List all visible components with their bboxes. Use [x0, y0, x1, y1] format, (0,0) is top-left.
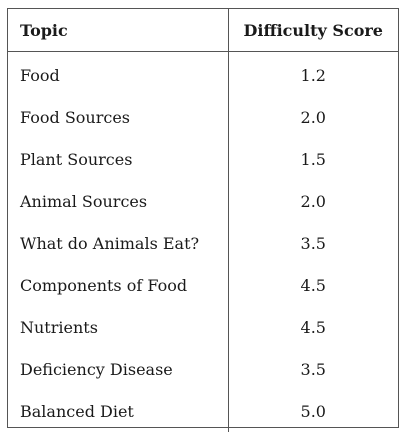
table-header-row: Topic Difficulty Score [8, 9, 398, 52]
topic-cell: Deficiency Disease [20, 359, 173, 379]
score-cell: 2.0 [227, 180, 398, 223]
score-cell: 5.0 [227, 390, 398, 433]
topic-cell: Food Sources [20, 108, 131, 128]
difficulty-table-frame: Topic Difficulty Score Food 1.2 Food Sou… [7, 8, 399, 433]
score-cell: 1.5 [227, 138, 398, 181]
topic-cell: Animal Sources [20, 192, 148, 212]
table-row: Nutrients 4.5 [8, 306, 398, 349]
score-cell: 4.5 [227, 306, 398, 349]
header-topic: Topic [8, 9, 228, 52]
table-row: Food Sources 2.0 [8, 96, 398, 139]
score-cell: 1.2 [227, 51, 398, 97]
table-row: Plant Sources 1.5 [8, 138, 398, 181]
table-row: Food 1.2 [8, 51, 398, 97]
score-cell: 3.5 [227, 348, 398, 391]
table-row: Deficiency Disease 3.5 [8, 348, 398, 391]
table-row: Animal Sources 2.0 [8, 180, 398, 223]
table-row: Balanced Diet 5.0 [8, 390, 398, 433]
difficulty-table: Topic Difficulty Score Food 1.2 Food Sou… [8, 9, 398, 433]
table-row: What do Animals Eat? 3.5 [8, 222, 398, 265]
topic-cell: Components of Food [20, 275, 188, 295]
topic-cell: Nutrients [20, 317, 98, 337]
topic-cell: What do Animals Eat? [20, 234, 200, 253]
table-row: Components of Food 4.5 [8, 264, 398, 307]
topic-cell: Food [20, 66, 60, 86]
topic-cell: Balanced Diet [20, 401, 134, 421]
score-cell: 3.5 [227, 222, 398, 265]
score-cell: 4.5 [227, 264, 398, 307]
score-cell: 2.0 [227, 96, 398, 139]
topic-cell: Plant Sources [20, 150, 133, 170]
header-difficulty-score: Difficulty Score [227, 9, 398, 52]
